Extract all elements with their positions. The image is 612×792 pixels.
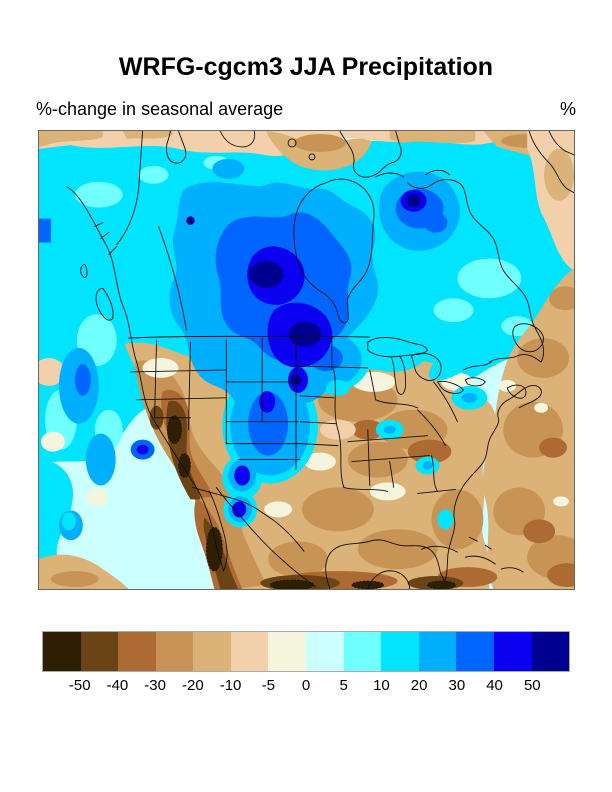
colorbar-segment — [230, 632, 269, 671]
colorbar-tick: 40 — [486, 677, 503, 694]
colorbar-tick: 10 — [373, 677, 390, 694]
colorbar-tick: 5 — [339, 677, 348, 694]
colorbar-segment — [343, 632, 382, 671]
colorbar-segment — [80, 632, 119, 671]
colorbar-tick: 30 — [448, 677, 466, 694]
colorbar-tick: -50 — [68, 677, 91, 694]
colorbar-segment — [268, 632, 307, 671]
colorbar-tick: -20 — [182, 677, 204, 694]
map-fill-field — [39, 131, 574, 589]
colorbar-segment — [493, 632, 532, 671]
unit-label: % — [559, 99, 576, 119]
colorbar-tick: -5 — [261, 677, 275, 694]
subtitle-label: %-change in seasonal average — [36, 99, 284, 119]
colorbar-segment — [193, 632, 231, 671]
colorbar-tick-labels: -50 -40 -30 -20 -10 -5 0 5 10 20 30 40 50 — [42, 677, 570, 697]
colorbar-segment — [381, 632, 419, 671]
map-outlines — [66, 131, 574, 589]
colorbar-segment — [531, 632, 570, 671]
colorbar-tick: -30 — [144, 677, 166, 694]
precipitation-map — [38, 130, 575, 590]
subtitle-row: %-change in seasonal average % — [36, 99, 576, 120]
colorbar-tick: 0 — [301, 677, 311, 694]
colorbar-tick: 20 — [410, 677, 428, 694]
colorbar-tick: 50 — [523, 677, 541, 694]
colorbar-segment — [155, 632, 194, 671]
colorbar-tick: -40 — [106, 677, 129, 694]
colorbar-segment — [418, 632, 457, 671]
colorbar-segment — [118, 632, 156, 671]
colorbar-segment — [456, 632, 494, 671]
colorbar-tick: -10 — [219, 677, 242, 694]
precipitation-map-svg — [39, 131, 574, 589]
colorbar-segment — [306, 632, 344, 671]
chart-title: WRFG-cgcm3 JJA Precipitation — [118, 53, 494, 81]
colorbar-segment — [43, 632, 81, 671]
colorbar — [42, 631, 570, 672]
